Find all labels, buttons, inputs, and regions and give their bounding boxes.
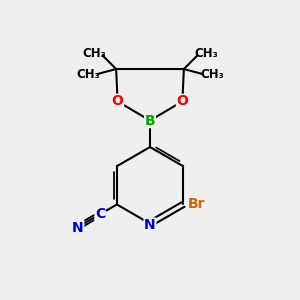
Text: CH₃: CH₃ xyxy=(194,46,218,60)
Text: CH₃: CH₃ xyxy=(76,68,100,81)
Text: N: N xyxy=(144,218,156,232)
Text: CH₃: CH₃ xyxy=(82,46,106,60)
Text: N: N xyxy=(72,220,84,235)
Text: Br: Br xyxy=(188,197,205,212)
Text: C: C xyxy=(95,207,105,221)
Text: CH₃: CH₃ xyxy=(200,68,224,81)
Text: O: O xyxy=(176,94,188,108)
Text: B: B xyxy=(145,114,155,128)
Text: O: O xyxy=(112,94,124,108)
